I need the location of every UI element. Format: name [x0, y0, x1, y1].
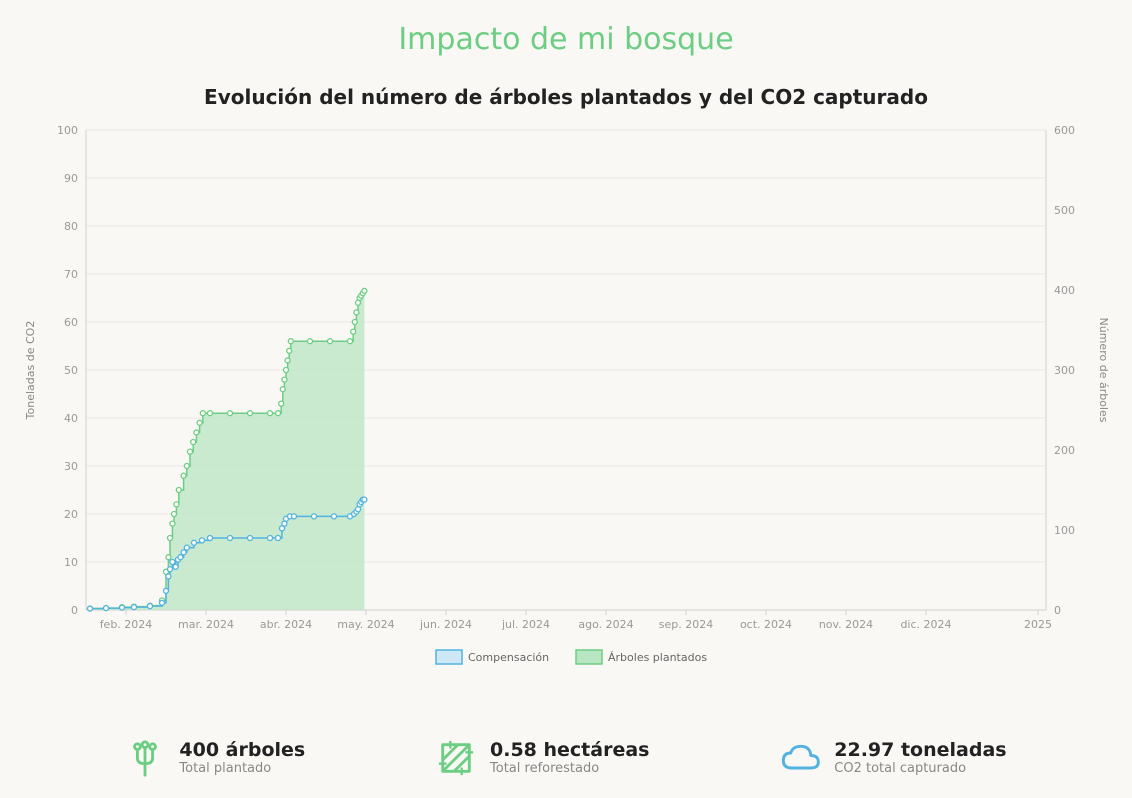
svg-text:100: 100: [1054, 524, 1075, 537]
svg-text:2025: 2025: [1024, 618, 1052, 631]
svg-text:Árboles plantados: Árboles plantados: [608, 651, 707, 664]
svg-text:40: 40: [64, 412, 78, 425]
svg-text:100: 100: [57, 124, 78, 137]
svg-text:600: 600: [1054, 124, 1075, 137]
svg-text:0: 0: [71, 604, 78, 617]
tree-icon: [125, 738, 165, 778]
cloud-icon: [780, 738, 820, 778]
stat-trees-sub: Total plantado: [179, 761, 305, 777]
stat-trees: 400 árboles Total plantado: [125, 738, 305, 778]
evolution-chart: 0 10 20 30 40 50 60 70 80 90 100 0 100 200 300 400 500 60…: [16, 110, 1116, 690]
stat-co2: 22.97 toneladas CO2 total capturado: [780, 738, 1006, 778]
svg-text:jul. 2024: jul. 2024: [501, 618, 550, 631]
svg-text:20: 20: [64, 508, 78, 521]
svg-text:400: 400: [1054, 284, 1075, 297]
svg-text:oct. 2024: oct. 2024: [740, 618, 792, 631]
stat-area-sub: Total reforestado: [490, 761, 649, 777]
svg-text:sep. 2024: sep. 2024: [659, 618, 713, 631]
svg-text:300: 300: [1054, 364, 1075, 377]
svg-text:Número de árboles: Número de árboles: [1097, 318, 1110, 423]
svg-text:200: 200: [1054, 444, 1075, 457]
svg-text:Toneladas de CO2: Toneladas de CO2: [24, 321, 37, 421]
svg-text:60: 60: [64, 316, 78, 329]
svg-text:90: 90: [64, 172, 78, 185]
stats-row: 400 árboles Total plantado 0.58 hectárea…: [0, 738, 1132, 778]
stat-co2-value: 22.97 toneladas: [834, 740, 1006, 761]
stat-trees-value: 400 árboles: [179, 740, 305, 761]
page-title: Impacto de mi bosque: [0, 0, 1132, 57]
svg-text:70: 70: [64, 268, 78, 281]
svg-text:0: 0: [1054, 604, 1061, 617]
svg-text:10: 10: [64, 556, 78, 569]
svg-text:jun. 2024: jun. 2024: [419, 618, 472, 631]
svg-text:mar. 2024: mar. 2024: [178, 618, 234, 631]
svg-text:abr. 2024: abr. 2024: [260, 618, 312, 631]
svg-text:may. 2024: may. 2024: [337, 618, 394, 631]
stat-area-value: 0.58 hectáreas: [490, 740, 649, 761]
svg-text:ago. 2024: ago. 2024: [578, 618, 633, 631]
chart-subtitle: Evolución del número de árboles plantado…: [0, 85, 1132, 109]
area-icon: [436, 738, 476, 778]
stat-area: 0.58 hectáreas Total reforestado: [436, 738, 649, 778]
svg-text:30: 30: [64, 460, 78, 473]
svg-text:Compensación: Compensación: [468, 651, 549, 664]
svg-text:80: 80: [64, 220, 78, 233]
chart-container: 0 10 20 30 40 50 60 70 80 90 100 0 100 200 300 400 500 60…: [0, 110, 1132, 690]
svg-text:nov. 2024: nov. 2024: [819, 618, 873, 631]
svg-text:dic. 2024: dic. 2024: [900, 618, 951, 631]
stat-co2-sub: CO2 total capturado: [834, 761, 1006, 777]
svg-text:feb. 2024: feb. 2024: [100, 618, 153, 631]
svg-text:500: 500: [1054, 204, 1075, 217]
svg-text:50: 50: [64, 364, 78, 377]
